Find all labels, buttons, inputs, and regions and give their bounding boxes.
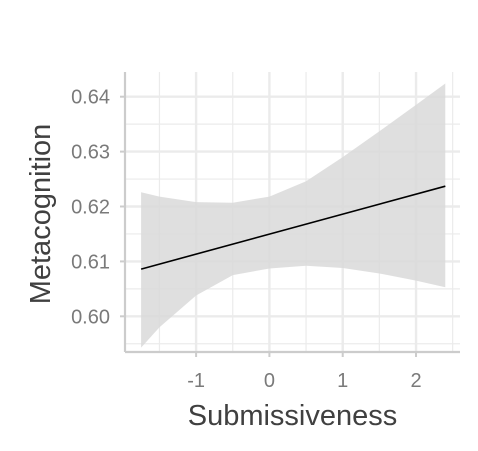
regression-line: [140, 185, 446, 270]
y-tick-label: 0.64: [71, 87, 110, 109]
x-tick-label: 0: [264, 370, 275, 392]
tick-labels: -1 0 1 2 0.60 0.61 0.62 0.63 0.64: [71, 87, 422, 392]
y-tick-label: 0.63: [71, 142, 110, 164]
x-axis-title: Submissiveness: [188, 400, 398, 432]
y-tick-label: 0.60: [71, 306, 110, 328]
y-tick-label: 0.61: [71, 251, 110, 273]
x-tick-label: -1: [187, 370, 205, 392]
y-tick-label: 0.62: [71, 197, 110, 219]
x-tick-label: 2: [410, 370, 421, 392]
y-axis-title: Metacognition: [25, 124, 57, 305]
axes: [123, 72, 460, 354]
x-tick-label: 1: [337, 370, 348, 392]
confidence-band: [141, 83, 446, 348]
